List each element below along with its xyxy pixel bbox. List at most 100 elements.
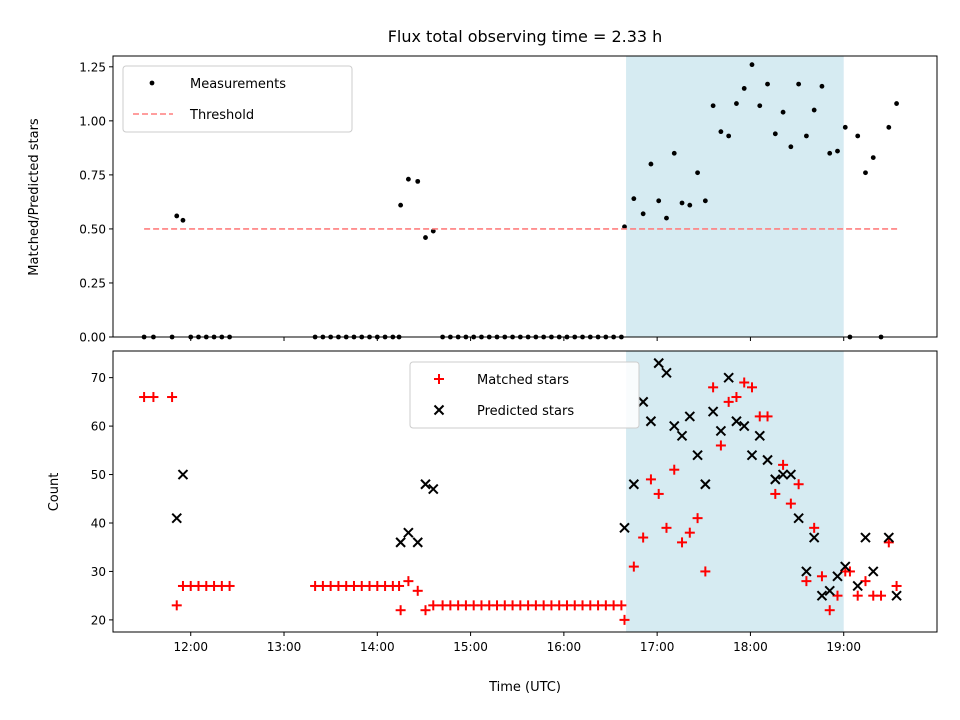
matched-star-point — [731, 392, 742, 403]
x-tick-label: 15:00 — [453, 640, 488, 654]
legend-box — [122, 65, 353, 133]
predicted-star-point — [676, 430, 688, 441]
predicted-star-point — [754, 430, 765, 441]
predicted-star-point — [645, 416, 657, 427]
measurement-point — [648, 161, 654, 167]
matched-star-point — [770, 488, 781, 499]
matched-star-point — [412, 585, 423, 596]
legend-entry-label: Threshold — [189, 108, 254, 123]
matched-star-point — [167, 392, 178, 403]
matched-star-point — [860, 576, 871, 587]
measurement-point — [710, 103, 716, 109]
matched-star-point — [883, 537, 894, 548]
legend-predicted-swatch — [433, 404, 445, 416]
measurement-point — [656, 198, 662, 204]
predicted-star-point — [739, 420, 750, 432]
matched-star-point — [619, 614, 630, 625]
predicted-star-point — [868, 566, 879, 577]
top-panel-ylabel: Matched/Predicted stars — [27, 118, 42, 276]
predicted-star-point — [707, 406, 719, 417]
measurement-point — [695, 170, 700, 176]
predicted-star-point — [692, 449, 703, 461]
predicted-star-point — [669, 420, 680, 432]
bottom-panel-xlabel: Time (UTC) — [488, 680, 561, 695]
predicted-star-point — [428, 483, 439, 495]
y-tick-label: 0.75 — [79, 168, 106, 182]
matched-star-point — [778, 459, 789, 470]
y-tick-label: 50 — [91, 468, 106, 482]
predicted-star-point — [420, 479, 431, 490]
measurement-point — [894, 101, 899, 106]
matched-star-point — [638, 532, 649, 543]
predicted-star-point — [637, 396, 649, 408]
predicted-star-point — [883, 532, 895, 543]
matched-star-point — [844, 566, 855, 577]
x-tick-label: 13:00 — [267, 640, 302, 654]
y-tick-label: 0.50 — [79, 222, 106, 236]
measurement-point — [405, 176, 411, 182]
matched-star-point — [224, 580, 235, 591]
measurement-point — [398, 202, 404, 208]
measurement-point — [180, 217, 186, 223]
y-tick-label: 1.25 — [79, 60, 106, 74]
predicted-star-point — [891, 590, 902, 601]
legend-measurement-swatch — [149, 80, 155, 86]
legend: Measurements Threshold — [122, 65, 353, 133]
matched-star-point — [395, 605, 406, 616]
measurement-point — [687, 202, 693, 208]
predicted-star-point — [840, 561, 851, 572]
measurement-point — [734, 101, 739, 106]
matched-star-point — [403, 576, 414, 587]
predicted-star-point — [801, 566, 812, 577]
measurement-point — [819, 83, 825, 89]
predicted-star-point — [412, 537, 423, 548]
predicted-star-point — [746, 449, 758, 461]
predicted-star-point — [395, 537, 406, 548]
measurement-point — [640, 211, 646, 217]
predicted-star-point — [832, 571, 843, 582]
predicted-star-point — [852, 580, 863, 592]
measurement-point — [679, 200, 685, 206]
y-tick-label: 70 — [91, 371, 106, 385]
matched-star-point — [746, 382, 757, 393]
matched-star-point — [677, 537, 688, 548]
bottom-panel-ylabel: Count — [47, 473, 62, 512]
measurement-point — [702, 198, 708, 204]
matched-star-point — [809, 522, 820, 533]
measurement-point — [757, 103, 763, 109]
predicted-star-point — [770, 474, 781, 485]
measurement-point — [796, 81, 802, 87]
matched-star-point — [616, 600, 627, 611]
matched-star-point — [708, 382, 719, 393]
predicted-star-point — [816, 590, 828, 601]
legend-entry-label: Matched stars — [477, 373, 569, 388]
matched-star-point — [394, 580, 405, 591]
measurement-point — [772, 131, 778, 137]
axes-frame — [112, 350, 938, 633]
matched-star-point — [723, 396, 734, 407]
predicted-star-point — [715, 425, 727, 437]
predicted-star-point — [762, 454, 773, 466]
measurement-point — [749, 62, 755, 68]
measurement-point — [811, 107, 817, 113]
measurement-point — [423, 235, 428, 240]
predicted-star-point — [793, 512, 804, 524]
legend-box — [409, 361, 640, 429]
y-tick-label: 0.25 — [79, 276, 106, 290]
measurement-point — [741, 86, 747, 91]
x-tick-label: 14:00 — [360, 640, 395, 654]
matched-star-point — [139, 392, 150, 403]
observing-window-span — [626, 56, 844, 337]
measurement-point — [174, 213, 180, 219]
measurement-point — [780, 109, 786, 115]
matched-star-point — [816, 571, 827, 582]
matched-star-point — [801, 576, 812, 587]
measurement-point — [870, 155, 876, 160]
measurement-point — [863, 170, 868, 176]
predicted-star-point — [177, 469, 189, 480]
ratio-panel: 0.00 0.25 0.50 0.75 1.00 1.25 Measurements Thre… — [79, 55, 938, 345]
measurement-point — [671, 150, 677, 156]
measurement-point — [804, 133, 809, 139]
x-tick-label: 18:00 — [733, 640, 768, 654]
y-tick-label: 30 — [91, 565, 106, 579]
